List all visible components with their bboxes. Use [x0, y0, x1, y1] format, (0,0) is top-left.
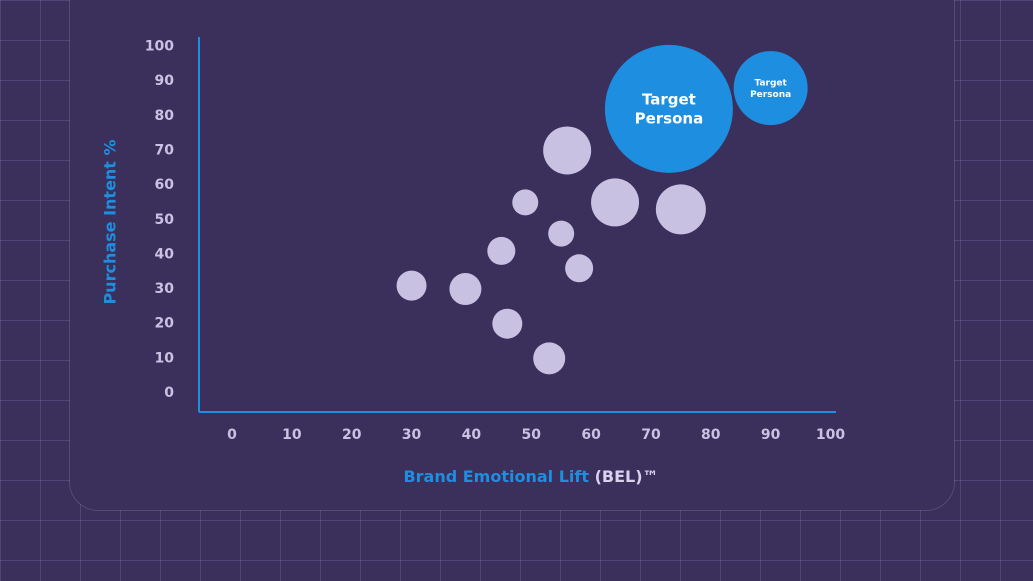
x-axis-label: Brand Emotional Lift (BEL)™	[403, 467, 658, 486]
x-tick-label: 90	[761, 427, 781, 443]
data-bubble	[449, 273, 482, 306]
y-tick-label: 50	[155, 212, 175, 228]
data-bubble	[591, 178, 640, 227]
x-tick-label: 10	[282, 427, 302, 443]
data-bubble	[396, 270, 427, 301]
y-tick-label: 60	[155, 177, 175, 193]
x-axis-label-paren: (BEL)™	[595, 467, 659, 486]
x-tick-label: 80	[701, 427, 721, 443]
y-tick-label: 30	[155, 281, 175, 297]
y-tick-label: 0	[164, 385, 174, 401]
bubble-label: Target Persona	[750, 79, 791, 100]
target-persona-bubble	[604, 44, 733, 173]
y-tick-label: 20	[155, 316, 175, 332]
y-tick-labels: 0 10 20 30 40 50 60 70 80 90 100	[145, 39, 174, 402]
bubble-label-line: Persona	[635, 109, 704, 127]
y-tick-label: 10	[155, 350, 175, 366]
data-bubble	[533, 342, 566, 375]
x-tick-labels: 0 10 20 30 40 50 60 70 80 90 100	[227, 427, 845, 443]
y-axis-label: Purchase Intent %	[101, 139, 120, 304]
x-tick-label: 50	[522, 427, 542, 443]
x-tick-label: 40	[462, 427, 482, 443]
y-tick-label: 90	[155, 73, 175, 89]
data-bubble	[543, 126, 592, 175]
bubble-label-line: Persona	[750, 90, 791, 100]
y-tick-label: 70	[155, 142, 175, 158]
x-tick-label: 20	[342, 427, 362, 443]
target-persona-bubble	[733, 51, 808, 126]
bubble-label-line: Target	[754, 79, 787, 89]
data-bubble	[548, 220, 575, 247]
y-tick-label: 100	[145, 39, 174, 55]
bubble-label-line: Target	[642, 91, 696, 109]
y-tick-label: 80	[155, 108, 175, 124]
data-bubble	[512, 189, 539, 216]
x-axis-label-main: Brand Emotional Lift	[403, 467, 594, 486]
x-tick-label: 70	[641, 427, 661, 443]
y-tick-label: 40	[155, 246, 175, 262]
x-tick-label: 0	[227, 427, 237, 443]
x-tick-label: 60	[581, 427, 601, 443]
data-bubble	[565, 254, 594, 283]
x-tick-label: 30	[402, 427, 422, 443]
data-bubble	[655, 184, 706, 235]
bubble-label: Target Persona	[635, 91, 704, 128]
x-tick-label: 100	[816, 427, 845, 443]
data-bubble	[492, 308, 523, 339]
data-bubble	[487, 236, 516, 265]
